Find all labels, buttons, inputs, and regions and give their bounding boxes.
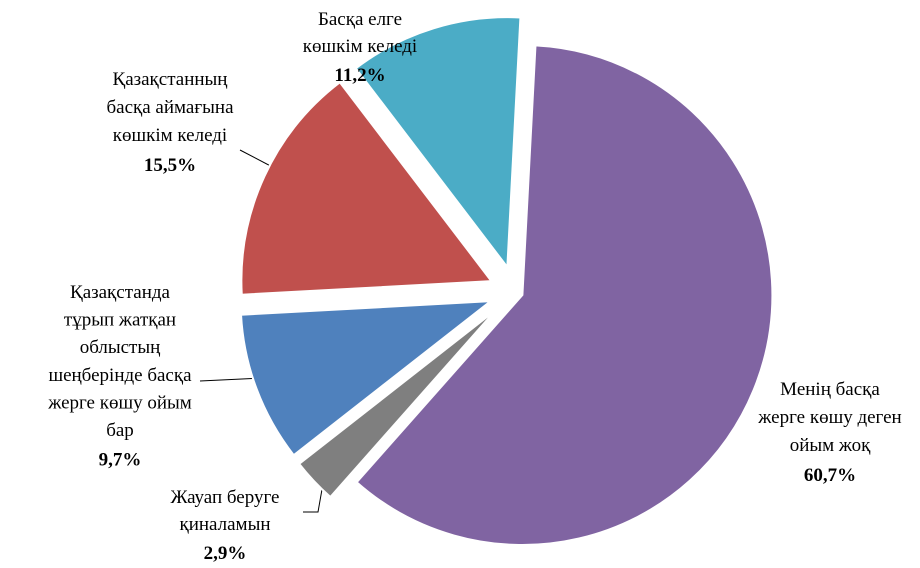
value-label: 15,5% [144, 155, 196, 176]
value-label: 2,9% [204, 543, 247, 564]
pie-slice [297, 309, 497, 499]
slice-label: Жауап беруге қиналамын [171, 487, 280, 535]
value-label: 9,7% [99, 450, 142, 471]
pie-slice [239, 299, 494, 457]
slice-label: Басқа елге көшкім келеді [303, 9, 417, 57]
slice-label: Менің басқа жерге көшу деген ойым жоқ [757, 379, 901, 456]
pie-slice [240, 80, 494, 296]
pie-slice [354, 16, 522, 270]
pie-slice [355, 44, 774, 547]
value-label: 60,7% [804, 465, 856, 486]
slice-label: Қазақстанның басқа аймағына көшкім келеді [106, 69, 234, 146]
slice-label: Қазақстанда тұрып жатқан облыстың шеңберінд… [47, 282, 192, 441]
value-label: 11,2% [334, 65, 385, 86]
